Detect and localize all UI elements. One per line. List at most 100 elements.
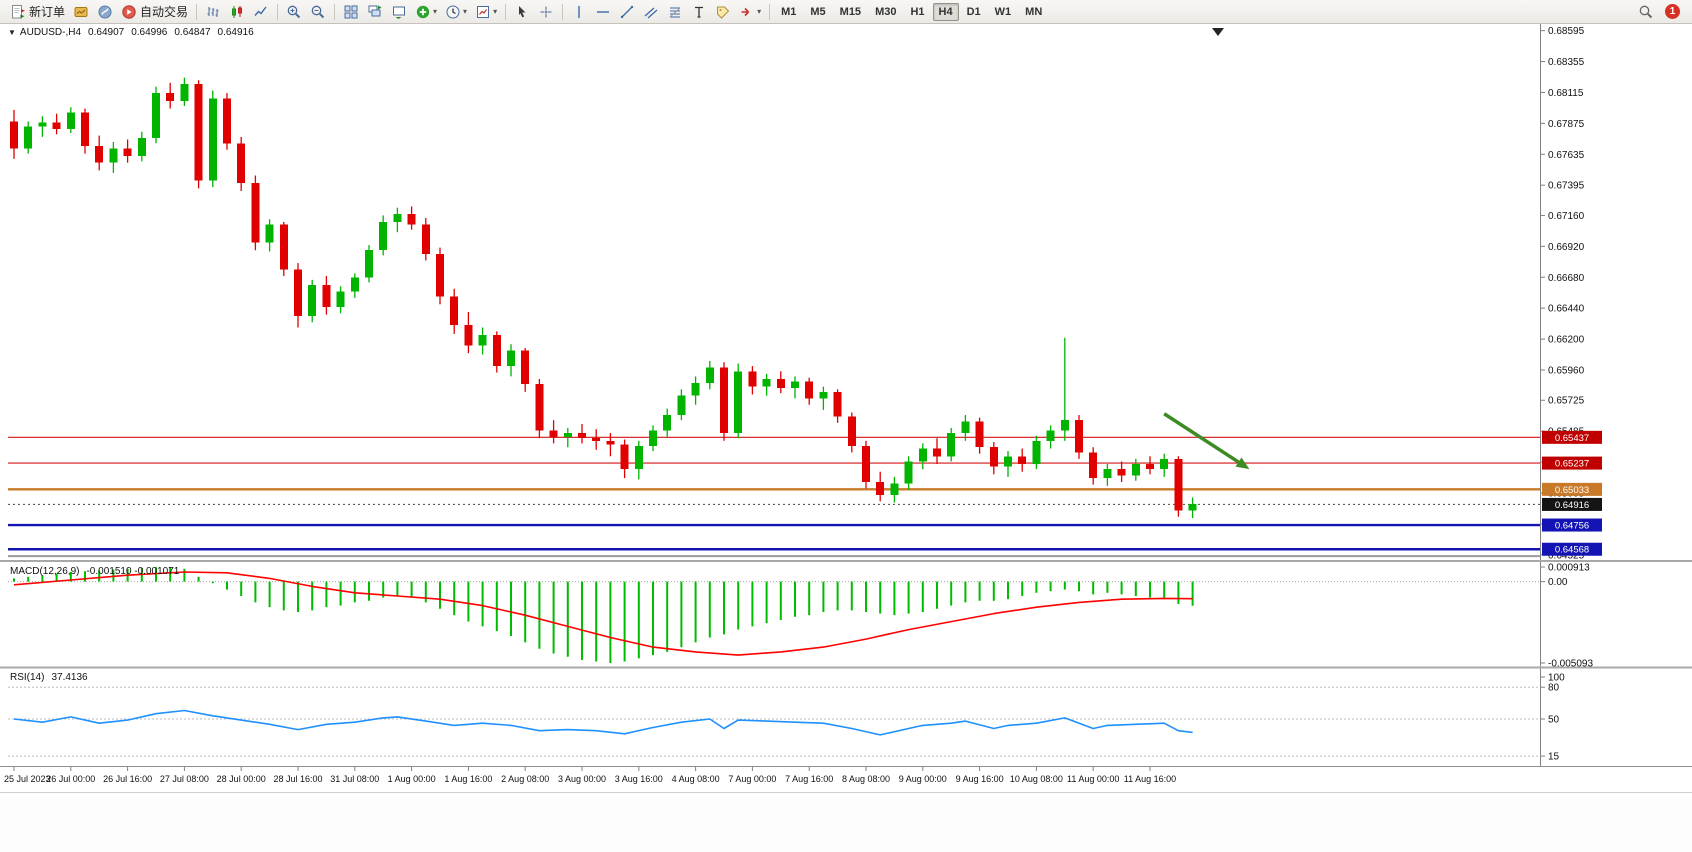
time-axis-area[interactable] — [0, 767, 1540, 792]
rsi-axis-label: 100 — [1548, 673, 1565, 684]
candle-body — [322, 284, 331, 307]
candle-body — [421, 224, 430, 255]
candle-body — [137, 138, 146, 157]
crosshair-button[interactable] — [534, 1, 558, 23]
candle — [95, 135, 104, 171]
candle-body — [734, 371, 743, 434]
time-axis-label: 7 Aug 16:00 — [785, 774, 833, 784]
time-axis-label: 3 Aug 00:00 — [558, 774, 606, 784]
search-button[interactable] — [1634, 1, 1658, 23]
timeframe-button-mn[interactable]: MN — [1025, 5, 1043, 18]
candle — [677, 389, 686, 421]
zoom-in-button[interactable] — [282, 1, 306, 23]
candle — [10, 109, 18, 159]
chart-shift-marker[interactable] — [1212, 28, 1224, 36]
price-axis-label: 0.66440 — [1548, 304, 1585, 315]
candle — [933, 438, 941, 464]
arrange-windows-button[interactable] — [387, 1, 411, 23]
candle-body — [606, 440, 615, 445]
price-axis-label: 0.64525 — [1548, 550, 1585, 561]
symbol-label: AUDUSD-,H4 — [19, 27, 82, 38]
candle-body — [265, 224, 274, 243]
new-order-button[interactable]: 新订单 — [6, 1, 69, 23]
candle-body — [52, 122, 61, 130]
trendline-button[interactable] — [615, 1, 639, 23]
fibonacci-button[interactable] — [663, 1, 687, 23]
price-axis-label: 0.66200 — [1548, 335, 1585, 346]
timeframe-button-m1[interactable]: M1 — [781, 5, 797, 18]
candle — [152, 86, 160, 144]
candle-body — [620, 444, 629, 470]
candlestick-chart-button[interactable] — [225, 1, 249, 23]
candle-body — [294, 269, 302, 316]
candle-body — [705, 367, 714, 383]
notification-badge[interactable]: 1 — [1665, 4, 1680, 19]
time-axis-label: 10 Aug 08:00 — [1010, 774, 1063, 784]
candle — [805, 377, 814, 405]
macd-axis-label: -0.005093 — [1548, 659, 1593, 670]
price-axis-label: 0.67875 — [1548, 119, 1585, 130]
arrow-annotation[interactable] — [1163, 412, 1250, 470]
timeframe-button-m5[interactable]: M5 — [810, 5, 826, 18]
time-axis-label: 1 Aug 16:00 — [444, 774, 492, 784]
candle — [507, 344, 515, 377]
candle-body — [1160, 458, 1169, 470]
timeframe-button-m30[interactable]: M30 — [875, 5, 897, 18]
candle-body — [791, 381, 799, 389]
autotrade-icon — [121, 4, 137, 20]
candle — [365, 245, 373, 283]
charts-list-button[interactable] — [69, 1, 93, 23]
horizontal-line-button[interactable] — [591, 1, 615, 23]
price-axis-label: 0.65960 — [1548, 365, 1585, 376]
macd-signal-line — [13, 571, 1193, 656]
candle — [1018, 448, 1027, 472]
time-axis-label: 8 Aug 08:00 — [842, 774, 890, 784]
templates-button[interactable]: ▾ — [471, 1, 501, 23]
cascade-windows-button[interactable] — [363, 1, 387, 23]
symbol-dropdown-arrow[interactable]: ▼ — [8, 28, 16, 37]
timeframe-button-m15[interactable]: M15 — [839, 5, 862, 18]
channel-button[interactable] — [639, 1, 663, 23]
indicators-button[interactable]: ▾ — [411, 1, 441, 23]
zoom-out-button[interactable] — [306, 1, 330, 23]
timeframe-button-h1[interactable]: H1 — [910, 5, 925, 18]
channel-icon — [643, 4, 659, 20]
candle — [720, 362, 728, 441]
tile-windows-button[interactable] — [339, 1, 363, 23]
arrows-button[interactable]: ▾ — [735, 1, 765, 23]
candle-body — [166, 93, 175, 101]
candle-body — [1089, 452, 1098, 479]
price-axis-label: 0.66680 — [1548, 273, 1585, 284]
timeframe-button-h4[interactable]: H4 — [932, 2, 959, 21]
line-chart-button[interactable] — [249, 1, 273, 23]
price-axis-area[interactable] — [1541, 26, 1691, 766]
cursor-button[interactable] — [510, 1, 534, 23]
toolbar-left-group: 新订单 自动交易 ▾ ▾ ▾ ▾ M1 M5 M15 M30 H1 H4 D1 W1 MN — [6, 0, 1049, 23]
community-button[interactable] — [93, 1, 117, 23]
candle-body — [66, 112, 75, 130]
arrow-shaft — [1163, 412, 1240, 464]
vertical-line-button[interactable] — [567, 1, 591, 23]
candle-body — [904, 461, 913, 484]
candle — [421, 218, 430, 261]
label-button[interactable] — [711, 1, 735, 23]
bar-chart-button[interactable] — [201, 1, 225, 23]
candle-body — [1131, 463, 1140, 476]
candle-body — [691, 382, 700, 396]
candle-body — [123, 148, 132, 157]
candle-body — [223, 98, 231, 144]
autotrade-button[interactable]: 自动交易 — [117, 1, 192, 23]
price-tag-label: 0.65437 — [1555, 433, 1589, 444]
chevron-down-icon: ▾ — [493, 7, 498, 16]
candle — [180, 77, 189, 106]
candle-body — [478, 335, 487, 346]
candle-body — [1103, 469, 1112, 479]
candle — [350, 273, 359, 298]
timeframe-button-d1[interactable]: D1 — [966, 5, 981, 18]
timeframe-button-w1[interactable]: W1 — [994, 5, 1012, 18]
rsi-label: RSI(14) — [10, 672, 45, 683]
periods-button[interactable]: ▾ — [441, 1, 471, 23]
candle — [1004, 451, 1012, 477]
text-button[interactable] — [687, 1, 711, 23]
